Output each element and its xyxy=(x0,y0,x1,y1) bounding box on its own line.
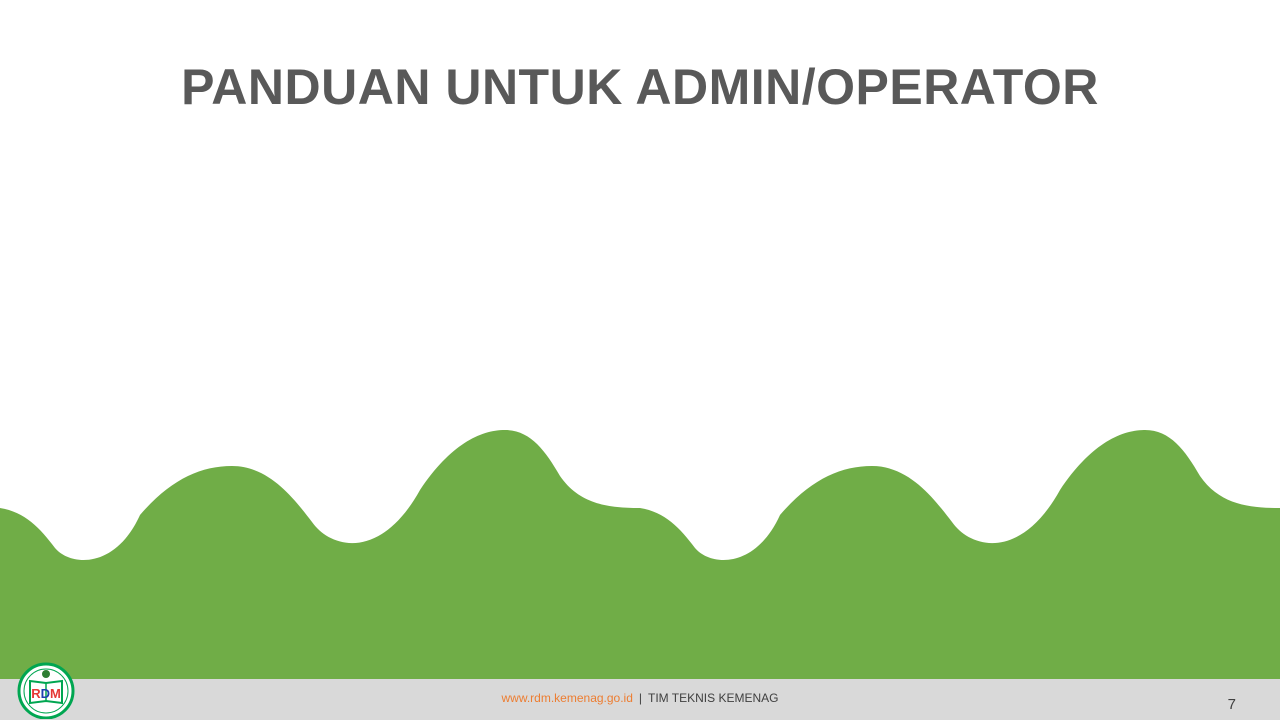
page-number: 7 xyxy=(1227,696,1236,713)
footer-bar: www.rdm.kemenag.go.id | TIM TEKNIS KEMENAG… xyxy=(0,679,1280,720)
footer-url-link[interactable]: www.rdm.kemenag.go.id xyxy=(501,691,633,705)
footer-text: www.rdm.kemenag.go.id | TIM TEKNIS KEMENAG xyxy=(0,691,1280,705)
rdm-logo: RDM xyxy=(17,662,75,719)
svg-text:RDM: RDM xyxy=(31,686,61,701)
footer-separator: | xyxy=(638,691,643,705)
footer-team: TIM TEKNIS KEMENAG xyxy=(648,691,779,705)
slide-title: PANDUAN UNTUK ADMIN/OPERATOR xyxy=(181,59,1099,115)
